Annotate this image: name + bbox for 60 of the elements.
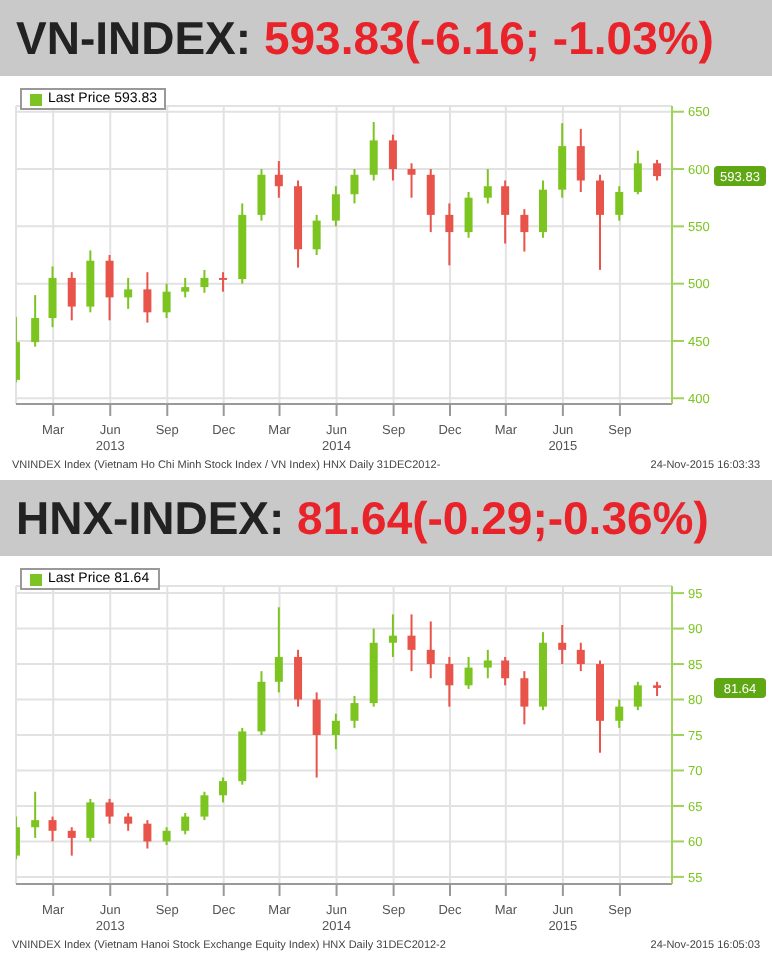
candlestick	[200, 268, 209, 294]
candlestick	[48, 265, 57, 329]
candlestick	[31, 790, 40, 839]
candlestick	[520, 670, 529, 726]
candlestick	[388, 613, 397, 658]
candlestick	[615, 698, 624, 729]
candlestick	[312, 691, 321, 779]
candlestick	[219, 776, 228, 804]
candlestick	[558, 122, 567, 199]
candlestick	[181, 276, 190, 299]
candlestick	[48, 815, 57, 843]
candlestick	[124, 276, 133, 310]
candlestick	[615, 185, 624, 222]
candlestick	[501, 655, 510, 687]
candlestick	[143, 819, 152, 850]
candlestick	[350, 168, 359, 205]
candlestick	[181, 812, 190, 836]
candlestick	[483, 648, 492, 680]
candlestick	[464, 190, 473, 239]
candlestick	[464, 655, 473, 690]
candlestick	[445, 655, 454, 708]
candlestick	[31, 294, 40, 348]
candlestick	[426, 620, 435, 680]
candlestick	[633, 149, 642, 196]
candlestick	[538, 179, 547, 239]
candlestick	[67, 271, 76, 322]
candlestick	[105, 797, 114, 825]
candlestick	[312, 213, 321, 256]
candlestick	[369, 121, 378, 182]
candlestick	[388, 133, 397, 182]
candlestick	[143, 271, 152, 324]
chart-title: VN-INDEX: 593.83(-6.16; -1.03%)	[16, 11, 714, 65]
candlestick	[653, 158, 662, 182]
candlestick	[274, 606, 283, 694]
candlestick	[407, 162, 416, 199]
chart-title: HNX-INDEX: 81.64(-0.29;-0.36%)	[16, 491, 709, 545]
candlestick	[426, 168, 435, 234]
candlestick	[86, 249, 95, 314]
candlestick	[331, 185, 340, 228]
candlestick	[219, 271, 228, 293]
candlestick	[483, 168, 492, 205]
candlestick	[257, 168, 266, 222]
candlestick	[105, 254, 114, 322]
candlestick	[162, 282, 171, 320]
candlestick	[331, 712, 340, 751]
candlestick	[67, 826, 76, 857]
candlestick	[576, 127, 585, 193]
candlestick	[200, 790, 209, 822]
candlestick	[350, 694, 359, 729]
candlestick	[86, 797, 95, 843]
candlestick	[274, 160, 283, 199]
candlestick	[633, 680, 642, 712]
candlestick	[558, 624, 567, 666]
candlestick	[501, 179, 510, 245]
candlestick	[294, 648, 303, 708]
candlestick	[596, 173, 605, 271]
candlestick	[520, 208, 529, 253]
candlestick	[445, 202, 454, 267]
candlestick	[576, 641, 585, 673]
candlestick	[407, 613, 416, 673]
